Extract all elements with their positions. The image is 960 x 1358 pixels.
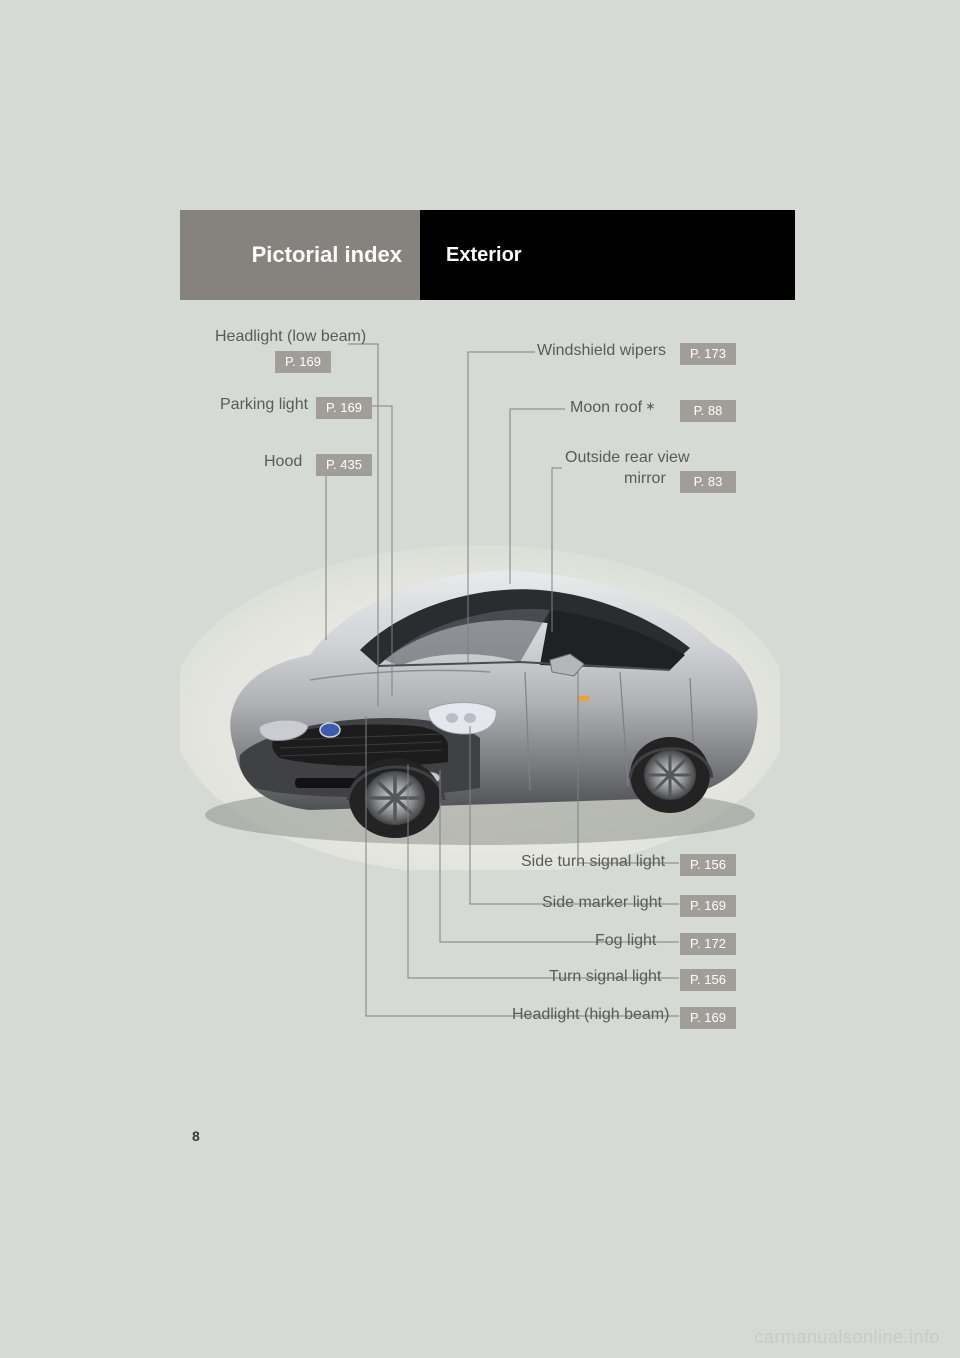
page-ref[interactable]: P. 156 bbox=[680, 854, 736, 876]
callout-label: Headlight (low beam) bbox=[215, 328, 366, 346]
page-ref[interactable]: P. 169 bbox=[680, 1007, 736, 1029]
callout-label-line2: mirror bbox=[624, 470, 666, 488]
callout-label: Headlight (high beam) bbox=[512, 1006, 669, 1024]
page-ref[interactable]: P. 173 bbox=[680, 343, 736, 365]
page-ref[interactable]: P. 172 bbox=[680, 933, 736, 955]
page-ref[interactable]: P. 156 bbox=[680, 969, 736, 991]
page-ref[interactable]: P. 88 bbox=[680, 400, 736, 422]
page-ref[interactable]: P. 83 bbox=[680, 471, 736, 493]
callout-label: Fog light bbox=[595, 932, 656, 950]
page-ref[interactable]: P. 169 bbox=[275, 351, 331, 373]
callout-label: Parking light bbox=[220, 396, 308, 414]
callout-label: Side turn signal light bbox=[521, 853, 665, 871]
callout-label: Side marker light bbox=[542, 894, 662, 912]
page-ref[interactable]: P. 435 bbox=[316, 454, 372, 476]
callout-label: Moon roof ∗ bbox=[570, 399, 655, 417]
callout-label: Turn signal light bbox=[549, 968, 661, 986]
labels-layer: Headlight (low beam) P. 169 Parking light P… bbox=[0, 0, 960, 1358]
page-ref[interactable]: P. 169 bbox=[680, 895, 736, 917]
callout-label: Outside rear view bbox=[565, 449, 690, 467]
callout-label: Windshield wipers bbox=[537, 342, 666, 360]
callout-label: Hood bbox=[264, 453, 302, 471]
page-ref[interactable]: P. 169 bbox=[316, 397, 372, 419]
